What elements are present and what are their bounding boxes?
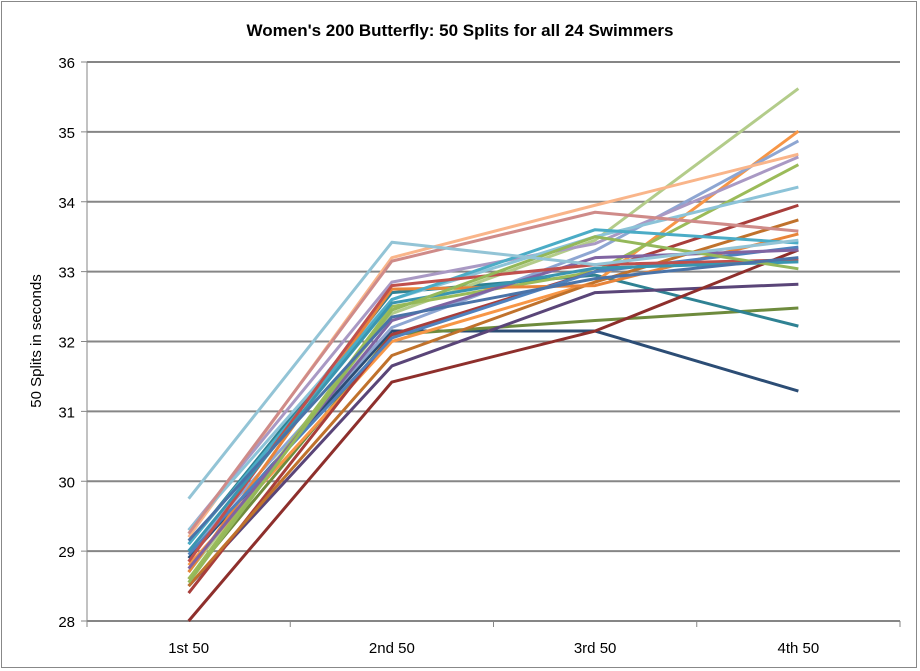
series-line: [187, 256, 799, 542]
y-tick-label: 34: [58, 195, 75, 212]
y-tick-label: 31: [58, 404, 75, 421]
y-axis-label: 50 Splits in seconds: [28, 274, 45, 407]
x-tick-label: 2nd 50: [369, 640, 415, 657]
y-tick-label: 35: [58, 125, 75, 142]
series-line: [187, 248, 799, 622]
series-line: [187, 245, 799, 556]
series-line: [187, 210, 799, 535]
series-line: [187, 163, 800, 580]
y-tick-label: 29: [58, 544, 75, 561]
x-tick-label: 1st 50: [168, 640, 209, 657]
y-tick-label: 30: [58, 474, 75, 491]
series-line: [187, 203, 799, 594]
series-line: [187, 282, 799, 588]
x-tick-label: 4th 50: [778, 640, 820, 657]
series-line: [187, 129, 800, 567]
series-line: [187, 155, 799, 532]
y-tick-label: 32: [58, 335, 75, 352]
x-tick-label: 3rd 50: [574, 640, 617, 657]
y-tick-label: 33: [58, 265, 75, 282]
series-line: [187, 185, 799, 532]
series-line: [187, 258, 799, 563]
chart-title: Women's 200 Butterfly: 50 Splits for all…: [247, 21, 674, 40]
y-tick-label: 28: [58, 614, 75, 631]
series-line: [187, 273, 799, 546]
series-line: [187, 238, 799, 500]
series-line: [187, 306, 799, 581]
y-tick-label: 36: [58, 55, 75, 72]
